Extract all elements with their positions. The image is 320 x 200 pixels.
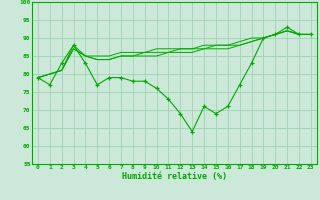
X-axis label: Humidité relative (%): Humidité relative (%) xyxy=(122,172,227,181)
